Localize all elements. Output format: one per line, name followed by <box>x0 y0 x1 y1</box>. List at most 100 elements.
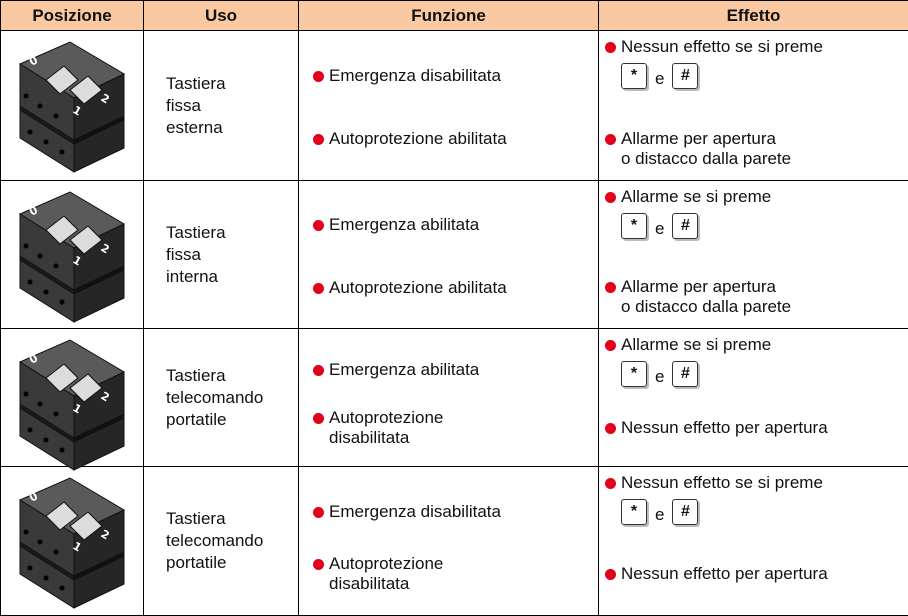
effect-text: Allarme per apertura o distacco dalla par… <box>621 129 791 169</box>
function-cell: Emergenza disabilitata Autoprotezione abi… <box>299 31 599 181</box>
effect-text: Nessun effetto per apertura <box>621 418 828 438</box>
use-cell: Tastiera fissa interna <box>144 181 299 329</box>
key-button: * <box>621 361 647 387</box>
header-text: Effetto <box>726 5 781 25</box>
function-line: Emergenza disabilitata <box>329 501 501 521</box>
effect-item: Nessun effetto se si preme * e # <box>605 37 904 89</box>
function-item: Autoprotezione disabilitata <box>313 408 594 448</box>
effect-item: Nessun effetto se si preme * e # <box>605 473 904 525</box>
switch-pin <box>27 565 33 571</box>
function-text: Autoprotezione abilitata <box>329 278 507 298</box>
function-text: Emergenza disabilitata <box>329 66 501 86</box>
switch-pin <box>53 263 59 269</box>
effect-item: Allarme per apertura o distacco dalla par… <box>605 129 904 169</box>
effect-line: o distacco dalla parete <box>621 297 792 316</box>
function-line: disabilitata <box>329 574 410 594</box>
function-item: Emergenza disabilitata <box>313 502 594 522</box>
switch-lever <box>45 501 79 531</box>
switch-pin <box>59 149 65 155</box>
switch-pin <box>23 243 29 249</box>
bullet <box>605 478 616 489</box>
conjunction: e <box>655 367 665 386</box>
switch-lever <box>69 511 103 541</box>
key-button: # <box>672 63 699 89</box>
function-item: Autoprotezione abilitata <box>313 129 594 149</box>
function-text: Emergenza abilitata <box>329 215 479 235</box>
use-cell: Tastiera fissa esterna <box>144 31 299 181</box>
function-line: Emergenza abilitata <box>329 215 480 235</box>
function-line: Autoprotezione <box>329 408 444 428</box>
effect-item: Nessun effetto per apertura <box>605 564 904 584</box>
function-line: Autoprotezione abilitata <box>329 277 507 297</box>
effect-cell: Nessun effetto se si preme * e # Allarme per… <box>599 31 908 181</box>
switch-pin <box>59 585 65 591</box>
function-item: Emergenza abilitata <box>313 360 594 380</box>
use-cell: Tastiera telecomando portatile <box>144 467 299 616</box>
bullet <box>605 569 616 581</box>
switch-pin <box>23 391 29 397</box>
effect-cell: Allarme se si preme * e # Nessun effetto per… <box>599 329 908 467</box>
key-row: * e # <box>621 495 823 525</box>
effect-line: Allarme se si preme <box>621 335 772 354</box>
switch-pin <box>53 411 59 417</box>
switch-pin <box>23 93 29 99</box>
function-line: Emergenza abilitata <box>329 360 480 380</box>
bullet <box>313 134 324 145</box>
function-cell: Emergenza abilitata Autoprotezione abilit… <box>299 181 599 329</box>
dip-switch-icon: 012 <box>18 41 126 173</box>
dip-switch-icon: 012 <box>18 191 126 323</box>
use-line: portatile <box>166 409 227 429</box>
use-line: Tastiera <box>166 222 226 242</box>
effect-cell: Nessun effetto se si preme * e # Nessun effe… <box>599 467 908 616</box>
use-line: fissa <box>166 95 201 115</box>
conjunction: e <box>655 219 665 238</box>
switch-lever <box>45 215 79 245</box>
switch-pin <box>59 299 65 305</box>
use-cell: Tastiera telecomando portatile <box>144 329 299 467</box>
switch-pin <box>43 139 49 145</box>
dip-switch-icon: 012 <box>18 477 126 609</box>
effect-line: Allarme per apertura <box>621 129 776 148</box>
switch-lever <box>45 363 79 393</box>
use-line: telecomando <box>166 387 264 407</box>
use-line: Tastiera <box>166 365 226 385</box>
effect-cell: Allarme se si preme * e # Allarme per apertu… <box>599 181 908 329</box>
switch-pin <box>43 437 49 443</box>
function-item: Autoprotezione disabilitata <box>313 554 594 594</box>
header-cell: Posizione <box>1 0 144 31</box>
key-button: # <box>672 213 699 239</box>
switch-lever <box>69 373 103 403</box>
switch-seam <box>73 115 125 145</box>
switch-pin <box>37 539 43 545</box>
use-line: portatile <box>166 553 227 572</box>
bullet <box>313 413 324 425</box>
header-text: Posizione <box>32 5 112 25</box>
switch-pin <box>37 401 43 407</box>
header-text: Uso <box>204 5 238 25</box>
header-text: Funzione <box>411 5 486 25</box>
function-text: Autoprotezione abilitata <box>329 129 507 149</box>
effect-text: Allarme se si preme * e # <box>621 335 771 387</box>
effect-item: Allarme se si preme * e # <box>605 187 904 239</box>
switch-pin <box>27 427 33 433</box>
function-text: Autoprotezione disabilitata <box>329 408 443 448</box>
switch-lever <box>45 65 79 95</box>
switch-pin <box>37 103 43 109</box>
key-button: * <box>621 499 647 525</box>
function-text: Emergenza disabilitata <box>329 502 501 522</box>
effect-text: Allarme per apertura o distacco dalla par… <box>621 277 791 317</box>
use-line: Tastiera <box>166 509 226 528</box>
function-line: Autoprotezione abilitata <box>329 129 507 148</box>
effect-item: Allarme se si preme * e # <box>605 335 904 387</box>
effect-text: Nessun effetto se si preme * e # <box>621 37 823 89</box>
function-line: Autoprotezione <box>329 554 444 574</box>
effect-text: Nessun effetto per apertura <box>621 564 828 584</box>
switch-seam <box>73 413 125 443</box>
effect-line: Allarme per apertura <box>621 277 776 296</box>
key-row: * e # <box>621 59 823 89</box>
bullet <box>313 365 324 377</box>
